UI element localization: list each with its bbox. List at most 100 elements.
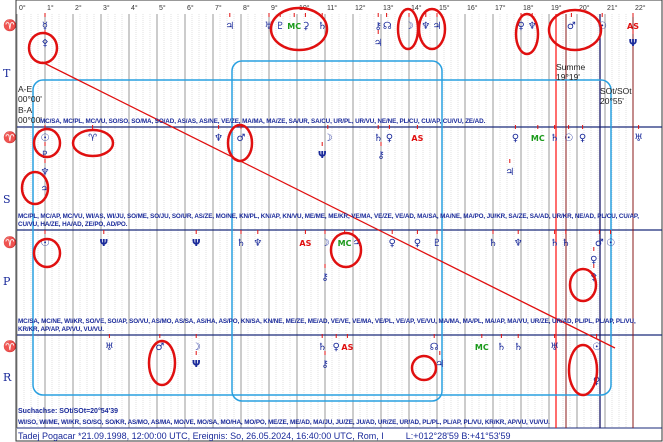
midpoints-r: WI/SO, WI/ME, WI/KR, SO/SO, SO/KR, AS/MO… <box>18 419 550 426</box>
degree-tick: 19° <box>551 4 562 12</box>
search-axis-diagonal <box>41 61 616 349</box>
planet-glyph: Ψ <box>318 150 327 161</box>
planet-glyph: ☽ <box>192 342 201 353</box>
planet-glyph: ☉ <box>41 238 50 249</box>
highlight-circle <box>410 354 438 382</box>
highlight-circle <box>226 123 254 163</box>
degree-tick: 1° <box>47 4 54 12</box>
planet-glyph: ♅ <box>550 342 559 353</box>
planet-glyph: ⚷ <box>321 272 328 283</box>
planet-glyph: MC <box>287 22 301 31</box>
planet-glyph: ♄ <box>318 342 327 353</box>
degree-tick: 21° <box>607 4 618 12</box>
planet-glyph: ♆ <box>41 167 50 178</box>
degree-tick: 7° <box>215 4 222 12</box>
highlight-circle <box>329 231 363 269</box>
planet-glyph: ☉ <box>41 133 50 144</box>
degree-tick: 13° <box>383 4 394 12</box>
planet-glyph: AS <box>411 134 423 143</box>
planet-glyph: ♄ <box>550 133 559 144</box>
planet-glyph: AS <box>341 343 353 352</box>
planet-glyph: ☊ <box>430 342 439 353</box>
row-sign-t: ♈ <box>3 19 17 32</box>
midpoints-t: MC/SA, MC/PL, MC/VU, SO/SO, SO/MA, SO/AD… <box>40 118 486 125</box>
degree-tick: 6° <box>187 4 194 12</box>
planet-glyph: ♃ <box>353 238 362 249</box>
planet-glyph: ♄ <box>514 342 523 353</box>
planet-glyph: AS <box>299 239 311 248</box>
planet-glyph: ♇ <box>433 238 442 249</box>
planet-glyph: ♃ <box>505 167 514 178</box>
planet-glyph: ♀ <box>590 255 597 266</box>
highlight-circle <box>27 31 59 65</box>
planet-glyph: ♀ <box>517 21 524 32</box>
planet-glyph: ♅ <box>105 342 114 353</box>
planet-glyph: ☽ <box>321 238 330 249</box>
highlight-circle <box>32 127 62 159</box>
planet-glyph: Ψ <box>192 238 201 249</box>
planet-glyph: ♀ <box>414 238 421 249</box>
planet-glyph: ☽ <box>323 133 332 144</box>
planet-glyph: ♄ <box>489 238 498 249</box>
planet-glyph: ☉ <box>564 133 573 144</box>
planet-glyph: ♄ <box>374 133 383 144</box>
planet-glyph: ☊ <box>383 21 392 32</box>
planet-glyph: ♆ <box>514 238 523 249</box>
planet-glyph: Ψ <box>192 359 201 370</box>
planet-glyph: MC <box>531 134 545 143</box>
row-label-s: S <box>3 193 11 206</box>
planet-glyph: MC <box>338 239 352 248</box>
degree-tick: 9° <box>271 4 278 12</box>
row-sign-s: ♈ <box>3 131 17 144</box>
planet-glyph: ♀ <box>579 133 586 144</box>
planet-glyph: ♀ <box>333 342 340 353</box>
degree-tick: 20° <box>579 4 590 12</box>
planet-glyph: ♃ <box>435 359 444 370</box>
summe-value: 19°19' <box>556 72 580 82</box>
planet-glyph: ♄ <box>550 238 559 249</box>
highlight-circle <box>32 237 62 269</box>
planet-glyph: ♄ <box>318 21 327 32</box>
planet-glyph: ♆ <box>528 21 537 32</box>
planet-glyph: ♂ <box>155 342 164 353</box>
planet-glyph: ☉ <box>606 238 615 249</box>
planet-glyph: ⚳ <box>302 21 309 32</box>
planet-glyph: MC <box>475 343 489 352</box>
degree-tick: 22° <box>635 4 646 12</box>
planet-glyph: ☽ <box>405 21 414 32</box>
planet-glyph: ♂ <box>595 238 604 249</box>
highlight-circle <box>514 12 540 56</box>
row-sign-r: ♈ <box>3 340 17 353</box>
planet-glyph: ♈ <box>88 133 97 144</box>
ae-label: A-E <box>18 84 33 94</box>
planet-glyph: ♄ <box>561 238 570 249</box>
planet-glyph: Ψ <box>629 38 638 49</box>
planet-glyph: ♃ <box>225 21 234 32</box>
aspect-frame-large <box>32 79 612 396</box>
planet-glyph: Ψ <box>100 238 109 249</box>
degree-tick: 17° <box>495 4 506 12</box>
suchachse-label: Suchachse: SOt/SOt=20°54'39 <box>18 408 118 415</box>
planet-glyph: ♃ <box>374 38 383 49</box>
row-label-r: R <box>3 371 12 384</box>
planet-glyph: ♀ <box>389 238 396 249</box>
highlight-circle <box>147 339 177 387</box>
degree-tick: 8° <box>243 4 250 12</box>
planet-glyph: ♅ <box>634 133 643 144</box>
degree-tick: 12° <box>355 4 366 12</box>
planet-glyph: ⚷ <box>375 21 382 32</box>
planet-glyph: ♂ <box>237 133 246 144</box>
highlight-circle <box>71 128 115 158</box>
row-label-p: P <box>3 275 11 288</box>
ba-label: B-A <box>18 105 33 115</box>
planet-glyph: ☿ <box>42 21 48 32</box>
degree-tick: 2° <box>75 4 82 12</box>
planet-glyph: ♃ <box>433 21 442 32</box>
chart-border <box>15 0 663 442</box>
planet-glyph: ♃ <box>41 184 50 195</box>
footer-info: Tadej Pogacar *21.09.1998, 12:00:00 UTC,… <box>18 431 510 441</box>
degree-tick: 3° <box>103 4 110 12</box>
highlight-circle <box>567 343 599 397</box>
summe-label: Summe <box>556 62 586 72</box>
